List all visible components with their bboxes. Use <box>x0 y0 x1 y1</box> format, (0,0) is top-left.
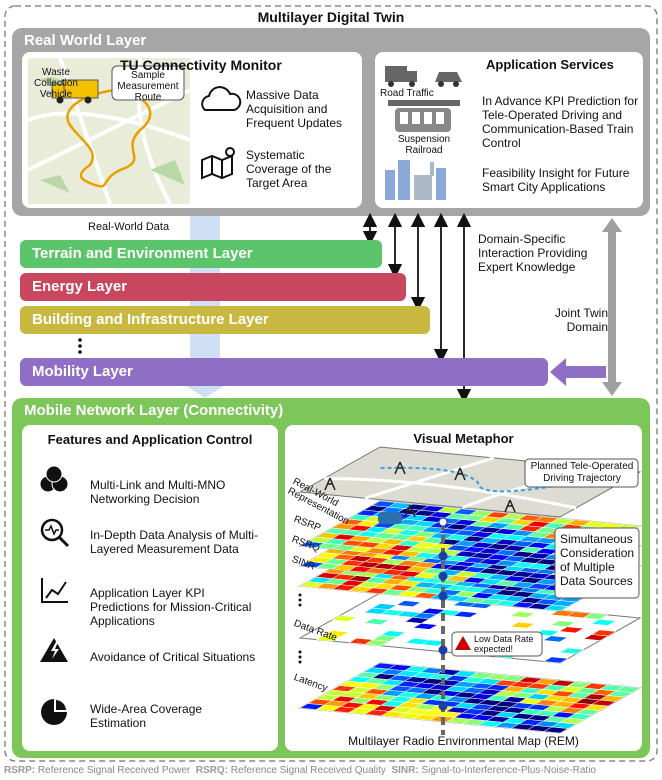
arrow-label: Domain-Specific Interaction Providing Ex… <box>478 232 588 274</box>
tower <box>394 461 406 475</box>
services-icon-label: Road Traffic <box>380 88 434 99</box>
joint-arrow <box>602 218 622 396</box>
tower <box>404 504 416 518</box>
real-world-title: Real World Layer <box>24 32 147 49</box>
car <box>378 512 402 524</box>
arrow-label: Real-World Data <box>88 221 170 233</box>
map <box>27 57 191 205</box>
services-icon-label: Suspension Railroad <box>397 134 451 156</box>
trajectory-label: Planned Tele-Operated Driving Trajectory <box>530 461 634 484</box>
title: Multilayer Digital Twin <box>257 9 405 25</box>
layer-bar: Energy Layer <box>20 273 406 301</box>
rem-cell <box>616 686 640 692</box>
rem-cell <box>413 623 437 629</box>
trajectory-point <box>438 571 448 581</box>
visual-caption: Multilayer Radio Environmental Map (REM) <box>348 734 579 748</box>
monitor-title: TU Connectivity Monitor <box>120 57 282 73</box>
footer-term: RSRQ: <box>195 765 229 776</box>
rem-cell <box>543 636 567 642</box>
tower <box>454 467 466 481</box>
services-item: In Advance KPI Prediction for Tele-Opera… <box>482 94 639 150</box>
mobility-arrow <box>550 358 606 386</box>
rem-cell <box>372 604 396 610</box>
warning-label: Low Data Rate expected! <box>474 634 534 654</box>
layer-bar: Mobility Layer <box>20 358 548 386</box>
visual-title: Visual Metaphor <box>413 431 514 446</box>
rem-plane <box>300 663 640 733</box>
services-item: Feasibility Insight for Future Smart Cit… <box>482 166 630 194</box>
sources-label: Simultaneous Consideration of Multiple D… <box>560 532 635 588</box>
monitor-feature: Massive Data Acquisition and Frequent Up… <box>246 88 343 130</box>
rem-cell <box>381 631 405 637</box>
trajectory-point <box>438 701 448 711</box>
map-label: Waste Collection Vehicle <box>34 67 78 100</box>
feature-item: Avoidance of Critical Situations <box>90 650 256 664</box>
monitor-feature: Systematic Coverage of the Target Area <box>246 148 332 190</box>
tower <box>504 499 516 513</box>
trajectory-point <box>438 517 448 527</box>
footer-term: SINR: <box>391 765 419 776</box>
feature-icons <box>39 465 70 725</box>
feature-item: Wide-Area Coverage Estimation <box>90 702 203 730</box>
trajectory-point <box>438 645 448 655</box>
rem-cell <box>454 611 478 617</box>
features-box <box>22 425 278 751</box>
feature-item: Application Layer KPI Predictions for Mi… <box>90 586 252 628</box>
map-label: Sample Measurement Route <box>117 70 179 103</box>
mobile-network-title: Mobile Network Layer (Connectivity) <box>24 402 284 419</box>
rem-cell <box>560 648 584 654</box>
feature-item: Multi-Link and Multi-MNO Networking Deci… <box>90 478 226 506</box>
footer-term: RSRP: <box>4 765 36 776</box>
visual-callouts <box>298 458 640 664</box>
rem-cell <box>510 612 534 618</box>
feature-item: In-Depth Data Analysis of Multi-Layered … <box>90 528 259 556</box>
rem-cell <box>583 613 607 619</box>
footer-definition: Reference Signal Received Power <box>37 765 191 776</box>
layer-bar: Building and Infrastructure Layer <box>20 306 430 334</box>
rem-cell <box>592 630 616 636</box>
footer-definition: Signal-to-Interference-Plus-Noise-Ratio <box>421 765 596 776</box>
rem-cell <box>551 621 575 627</box>
rem-cell <box>559 627 583 633</box>
trajectory-point <box>438 551 448 561</box>
services-title: Application Services <box>486 57 614 72</box>
rem-cell <box>332 616 356 622</box>
tower <box>324 477 336 491</box>
footer: RSRP: Reference Signal Received Power RS… <box>4 765 596 776</box>
footer-definition: Reference Signal Received Quality <box>230 765 386 776</box>
layer-bar: Terrain and Environment Layer <box>20 240 382 268</box>
services-icons <box>385 66 462 200</box>
rem-cell <box>365 619 389 625</box>
rem-route <box>362 465 565 496</box>
outer-frame <box>4 5 658 762</box>
features-title: Features and Application Control <box>47 432 253 447</box>
rem-cell <box>592 619 616 625</box>
rem-cell <box>324 631 348 637</box>
rem-cell <box>397 601 421 607</box>
rem-cell <box>511 622 535 628</box>
arrow-label: Joint Twin Domain <box>554 306 608 334</box>
rem-cell <box>544 657 568 663</box>
trajectory-point <box>438 591 448 601</box>
data-flow-head <box>180 382 230 398</box>
monitor-icons <box>201 86 242 180</box>
